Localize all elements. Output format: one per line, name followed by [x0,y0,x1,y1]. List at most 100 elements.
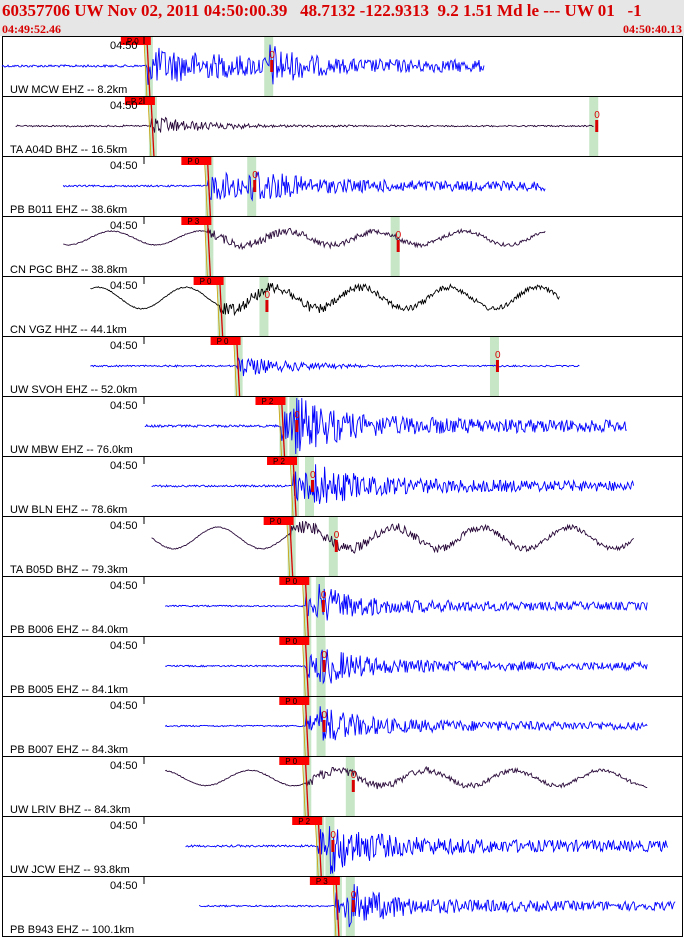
p-pick-flag[interactable] [279,697,310,705]
time-tick-label: 04:50 [110,400,138,412]
s-pick-marker[interactable] [331,840,335,852]
channel-label: PB B007 EHZ -- 84.3km [10,744,128,756]
s-window-band [489,337,499,396]
p-pick-line [317,816,322,877]
trace-panel[interactable]: P 2 0 04:50 UW MBW EHZ -- 76.0km [2,396,683,457]
p-theoretical-line [314,816,319,877]
p-pick-flag[interactable] [255,397,286,405]
p-pick-line [288,516,294,577]
p-pick-line [218,276,224,337]
channel-label: UW JCW EHZ -- 93.8km [10,864,130,876]
trace-panel[interactable]: P 0 0 04:50 UW LRIV BHZ -- 84.3km [2,756,683,817]
p-theoretical-line [147,96,152,157]
channel-label: UW MBW EHZ -- 76.0km [10,444,133,456]
s-pick-label: 0 [269,50,275,61]
s-pick-marker[interactable] [351,780,355,792]
time-tick-label: 04:50 [110,880,138,892]
p-theoretical-line [289,456,294,517]
p-pick-line [304,756,309,817]
s-pick-marker[interactable] [270,60,274,72]
s-pick-label: 0 [594,110,600,121]
trace-panel[interactable]: P 2 0 04:50 TA A04D BHZ -- 16.5km [2,96,683,157]
p-pick-label: P 2 [261,397,273,406]
p-theoretical-line [203,156,208,217]
s-window-band [345,757,355,816]
trace-panel[interactable]: P 0 0 04:50 PB B005 EHZ -- 84.1km [2,636,683,697]
s-pick-marker[interactable] [253,180,257,192]
s-pick-marker[interactable] [396,240,400,252]
p-pick-flag[interactable] [279,637,310,645]
trace-panel[interactable]: P 3 0 04:50 CN PGC BHZ -- 38.8km [2,216,683,277]
window-end-time: 04:50:40.13 [623,22,682,36]
trace-panel[interactable]: P 0 0 04:50 PB B006 EHZ -- 84.0km [2,576,683,637]
s-pick-marker[interactable] [334,540,338,552]
p-pick-flag[interactable] [210,337,241,345]
trace-panel[interactable]: P 3 0 04:50 PB B943 EHZ -- 100.1km [2,876,683,937]
channel-label: PB B006 EHZ -- 84.0km [10,624,128,636]
s-pick-marker[interactable] [322,660,326,672]
p-pick-label: P 2 [298,817,310,826]
time-tick-label: 04:50 [110,520,138,532]
p-pick-flag[interactable] [279,757,310,765]
p-pick-flag[interactable] [292,817,323,825]
trace-panel[interactable]: P 2 0 04:50 UW JCW EHZ -- 93.8km [2,816,683,877]
p-pick-flag[interactable] [124,97,155,105]
s-pick-marker[interactable] [295,420,299,432]
p-pick-label: P 0 [200,277,212,286]
s-pick-marker[interactable] [495,360,499,372]
waveform-trace [151,464,635,504]
s-window-band [259,277,269,336]
trace-panel[interactable]: P 0 0 04:50 TA B05D BHZ -- 79.3km [2,516,683,577]
p-pick-label: P 0 [285,637,297,646]
trace-panel[interactable]: P 0 0 04:50 PB B011 EHZ -- 38.6km [2,156,683,217]
channel-label: TA B05D BHZ -- 79.3km [10,564,128,576]
s-pick-marker[interactable] [595,120,599,132]
s-pick-marker[interactable] [321,600,325,612]
p-theoretical-line [216,276,220,337]
p-pick-label: P 0 [127,37,139,46]
waveform-trace [90,357,580,377]
s-pick-label: 0 [264,290,270,301]
trace-panel[interactable]: P 0 0 04:50 UW MCW EHZ -- 8.2km [1,36,683,97]
channel-label: CN PGC BHZ -- 38.8km [10,264,127,276]
s-pick-marker[interactable] [322,720,326,732]
p-pick-label: P 0 [217,337,229,346]
p-pick-flag[interactable] [181,157,212,165]
channel-label: UW SVOH EHZ -- 52.0km [10,384,137,396]
s-pick-marker[interactable] [311,480,314,492]
trace-panel[interactable]: P 2 0 04:50 UW BLN EHZ -- 78.6km [2,456,683,517]
p-pick-flag[interactable] [279,577,310,585]
channel-label: TA A04D BHZ -- 16.5km [10,144,127,156]
s-pick-marker[interactable] [265,300,269,312]
p-pick-flag[interactable] [267,457,298,465]
s-window-band [345,877,355,936]
s-pick-label: 0 [252,170,258,181]
p-pick-flag[interactable] [263,517,294,525]
s-pick-label: 0 [396,230,402,241]
s-window-band [316,697,326,756]
time-tick-label: 04:50 [110,760,138,772]
p-pick-label: P 2 [131,97,143,106]
p-pick-line [150,96,155,157]
channel-label: CN VGZ HHZ -- 44.1km [10,324,127,336]
waveform-trace [144,397,627,455]
p-pick-flag[interactable] [309,877,340,885]
p-theoretical-line [301,756,306,817]
waveform-trace [90,282,560,317]
panel-frame [2,876,683,937]
trace-panel[interactable]: P 0 0 04:50 CN VGZ HHZ -- 44.1km [2,276,683,337]
waveform-trace [164,765,648,790]
p-pick-flag[interactable] [193,277,224,285]
p-theoretical-line [233,336,237,397]
p-pick-flag[interactable] [120,37,151,45]
p-pick-flag[interactable] [181,217,212,225]
waveform-trace [1,44,485,85]
s-window-band [315,577,325,636]
s-pick-marker[interactable] [351,900,355,912]
trace-panel[interactable]: P 0 0 04:50 UW SVOH EHZ -- 52.0km [2,336,683,397]
channel-label: UW MCW EHZ -- 8.2km [10,84,127,96]
event-header: 60357706 UW Nov 02, 2011 04:50:00.39 48.… [0,0,684,36]
trace-panel[interactable]: P 0 0 04:50 PB B007 EHZ -- 84.3km [2,696,683,757]
p-pick-label: P 0 [285,577,297,586]
